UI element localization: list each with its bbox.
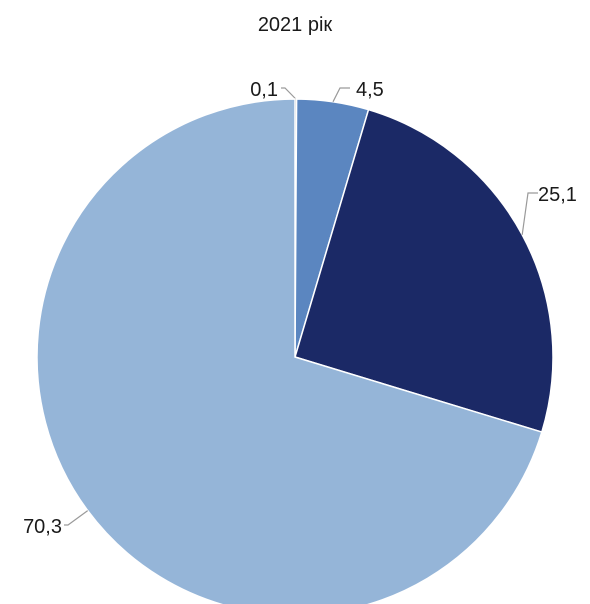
leader-line-2 xyxy=(521,192,538,235)
leader-line-1 xyxy=(332,87,350,103)
pie-slice-3 xyxy=(36,98,543,604)
chart-title: 2021 рік xyxy=(257,14,333,36)
data-label-3: 70,3 xyxy=(23,516,62,538)
leader-line-3 xyxy=(64,510,89,526)
data-label-0: 0,1 xyxy=(250,79,278,101)
pie-slice-2 xyxy=(294,108,554,434)
data-label-2: 25,1 xyxy=(538,184,577,206)
data-label-1: 4,5 xyxy=(356,79,384,101)
leader-line-0 xyxy=(281,87,297,100)
